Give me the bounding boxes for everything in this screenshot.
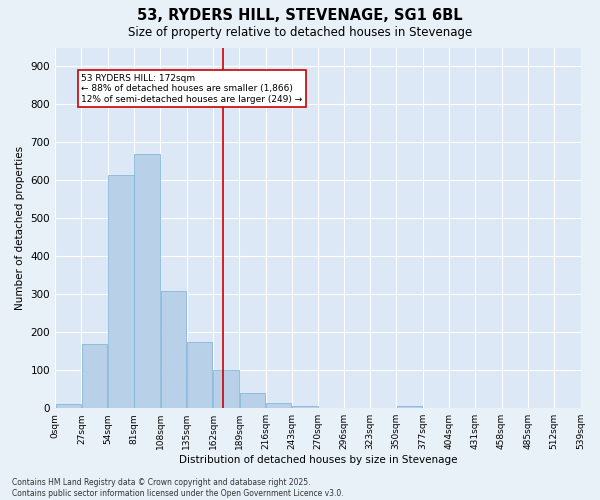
Bar xyxy=(292,406,318,408)
Text: Contains HM Land Registry data © Crown copyright and database right 2025.
Contai: Contains HM Land Registry data © Crown c… xyxy=(12,478,344,498)
Bar xyxy=(108,174,134,408)
Bar xyxy=(187,342,212,408)
X-axis label: Distribution of detached houses by size in Stevenage: Distribution of detached houses by size … xyxy=(179,455,457,465)
Text: 53 RYDERS HILL: 172sqm
← 88% of detached houses are smaller (1,866)
12% of semi-: 53 RYDERS HILL: 172sqm ← 88% of detached… xyxy=(82,74,302,104)
Text: Size of property relative to detached houses in Stevenage: Size of property relative to detached ho… xyxy=(128,26,472,39)
Bar xyxy=(161,290,186,408)
Bar xyxy=(266,402,292,408)
Text: 53, RYDERS HILL, STEVENAGE, SG1 6BL: 53, RYDERS HILL, STEVENAGE, SG1 6BL xyxy=(137,8,463,22)
Y-axis label: Number of detached properties: Number of detached properties xyxy=(15,146,25,310)
Bar xyxy=(240,393,265,408)
Bar xyxy=(82,344,107,408)
Bar xyxy=(56,404,81,408)
Bar xyxy=(214,370,239,408)
Bar xyxy=(134,154,160,408)
Bar xyxy=(397,406,422,408)
